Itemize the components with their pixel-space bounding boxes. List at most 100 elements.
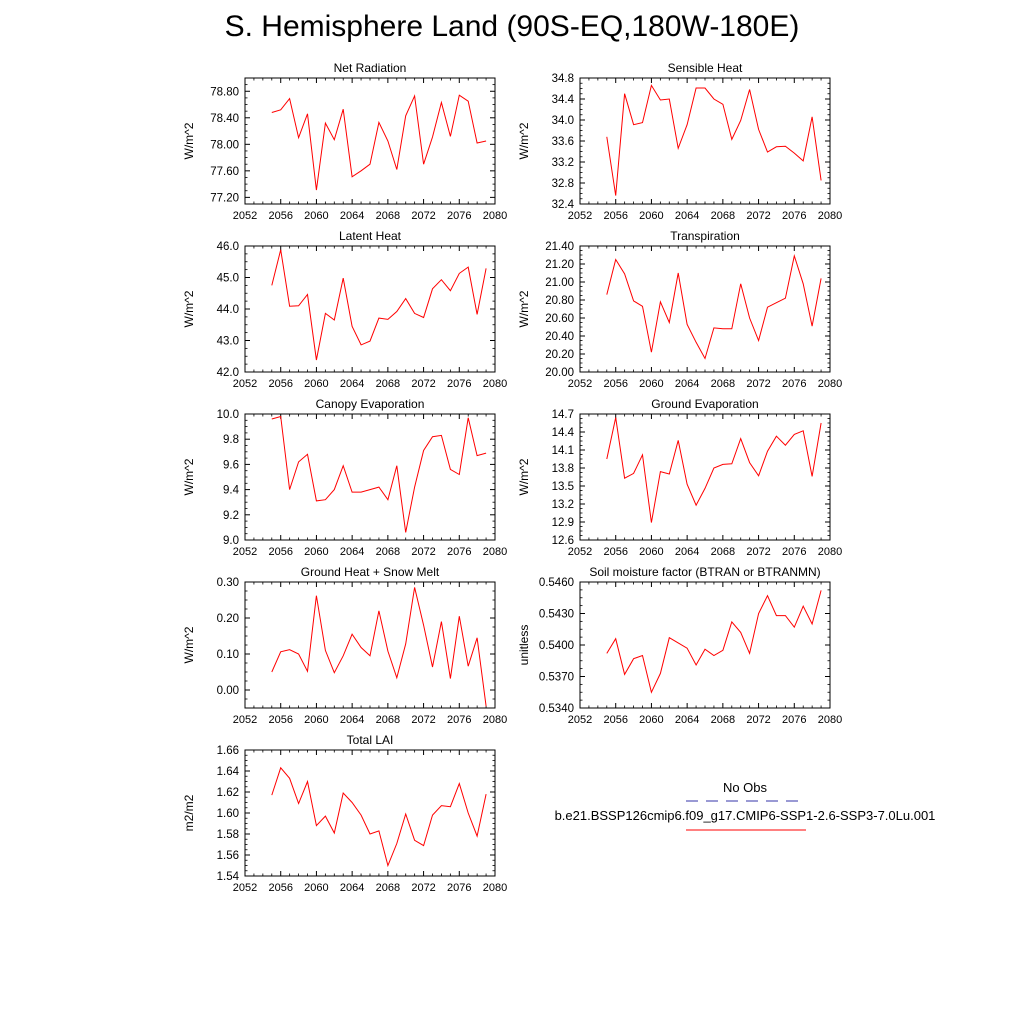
panel-ground-heat-snow-melt: Ground Heat + Snow Melt W/m^2 2052 2056 2060… [182, 565, 507, 726]
series-line [606, 417, 822, 523]
x-tick-label: 2056 [268, 882, 292, 894]
x-tick-label: 2064 [675, 546, 699, 558]
y-tick-label: 0.00 [217, 685, 239, 697]
x-tick-label: 2056 [603, 210, 627, 222]
x-tick-label: 2056 [603, 714, 627, 726]
y-tick-label: 42.0 [217, 367, 239, 379]
y-tick-label: 1.56 [217, 850, 239, 862]
x-tick-label: 2064 [675, 714, 699, 726]
plot-frame [244, 581, 496, 709]
legend: No Obs b.e21.BSSP126cmip6.f09_g17.CMIP6-… [555, 780, 936, 831]
y-tick-label: 21.40 [545, 241, 574, 253]
x-tick-label: 2076 [447, 210, 471, 222]
y-axis-label: unitless [517, 625, 531, 666]
series-line [271, 94, 487, 191]
y-tick-label: 34.4 [552, 94, 575, 106]
x-tick-label: 2072 [411, 546, 435, 558]
x-tick-label: 2064 [675, 378, 699, 390]
panel-title: Total LAI [347, 733, 394, 747]
y-tick-label: 44.0 [217, 304, 239, 316]
x-tick-label: 2072 [746, 210, 770, 222]
x-tick-label: 2068 [711, 210, 735, 222]
x-tick-label: 2060 [304, 546, 328, 558]
x-tick-label: 2068 [711, 546, 735, 558]
plot-frame [244, 245, 496, 373]
panel-canopy-evaporation: Canopy Evaporation W/m^2 2052 2056 2060 2064 2… [182, 397, 507, 558]
series-line [606, 84, 822, 196]
x-tick-label: 2076 [782, 714, 806, 726]
y-axis-label: W/m^2 [182, 290, 196, 327]
panel-title: Transpiration [670, 229, 740, 243]
y-tick-label: 0.20 [217, 613, 239, 625]
x-tick-label: 2056 [268, 546, 292, 558]
series-line [606, 253, 822, 360]
series-line [271, 415, 487, 533]
y-tick-label: 9.2 [223, 510, 239, 522]
y-tick-label: 12.6 [552, 535, 574, 547]
x-tick-label: 2068 [376, 546, 400, 558]
x-tick-label: 2064 [340, 882, 364, 894]
y-tick-label: 1.66 [217, 745, 239, 757]
y-tick-label: 21.00 [545, 277, 574, 289]
y-tick-label: 32.8 [552, 178, 574, 190]
panels: Net Radiation W/m^2 2052 2056 2060 2064 2068 20… [182, 61, 842, 894]
plot-frame [579, 77, 831, 205]
y-tick-label: 0.5400 [539, 640, 574, 652]
x-tick-label: 2072 [746, 378, 770, 390]
y-tick-label: 0.5340 [539, 703, 574, 715]
x-tick-label: 2076 [782, 546, 806, 558]
y-tick-label: 13.2 [552, 499, 574, 511]
x-tick-label: 2052 [568, 378, 592, 390]
y-tick-label: 13.8 [552, 463, 574, 475]
x-tick-label: 2080 [483, 714, 507, 726]
legend-case-label: b.e21.BSSP126cmip6.f09_g17.CMIP6-SSP1-2.… [555, 808, 936, 823]
panel-transpiration: Transpiration W/m^2 2052 2056 2060 2064 2068 20… [517, 229, 842, 390]
x-tick-label: 2076 [782, 210, 806, 222]
panel-title: Canopy Evaporation [316, 397, 425, 411]
panel-title: Sensible Heat [668, 61, 743, 75]
x-tick-label: 2052 [568, 714, 592, 726]
x-tick-label: 2052 [568, 546, 592, 558]
x-tick-label: 2056 [603, 378, 627, 390]
y-tick-label: 1.60 [217, 808, 239, 820]
y-tick-label: 14.1 [552, 445, 574, 457]
y-tick-label: 9.0 [223, 535, 239, 547]
x-tick-label: 2060 [304, 378, 328, 390]
x-tick-label: 2068 [376, 210, 400, 222]
series-line [271, 766, 487, 868]
x-tick-label: 2080 [818, 378, 842, 390]
x-tick-label: 2064 [340, 378, 364, 390]
x-tick-label: 2080 [818, 546, 842, 558]
y-tick-label: 78.40 [210, 113, 239, 125]
panel-title: Ground Heat + Snow Melt [301, 565, 440, 579]
x-tick-label: 2076 [447, 882, 471, 894]
y-tick-label: 13.5 [552, 481, 574, 493]
y-tick-label: 1.54 [217, 871, 240, 883]
x-tick-label: 2064 [340, 714, 364, 726]
y-tick-label: 78.00 [210, 139, 239, 151]
y-tick-label: 0.30 [217, 577, 239, 589]
x-tick-label: 2076 [447, 546, 471, 558]
y-tick-label: 0.5370 [539, 672, 574, 684]
panel-soil-moisture-factor-btran-or-btranmn: Soil moisture factor (BTRAN or BTRANMN) u… [517, 565, 842, 726]
x-tick-label: 2060 [639, 378, 663, 390]
y-axis-label: m2/m2 [182, 794, 196, 831]
y-tick-label: 14.4 [552, 427, 575, 439]
x-tick-label: 2056 [268, 378, 292, 390]
x-tick-label: 2052 [233, 210, 257, 222]
x-tick-label: 2064 [340, 210, 364, 222]
x-tick-label: 2068 [376, 714, 400, 726]
y-tick-label: 78.80 [210, 86, 239, 98]
panel-latent-heat: Latent Heat W/m^2 2052 2056 2060 2064 2068 2072… [182, 229, 507, 390]
x-tick-label: 2060 [304, 210, 328, 222]
panel-title: Soil moisture factor (BTRAN or BTRANMN) [589, 565, 820, 579]
y-tick-label: 1.62 [217, 787, 239, 799]
y-tick-label: 20.00 [545, 367, 574, 379]
x-tick-label: 2080 [818, 714, 842, 726]
x-tick-label: 2052 [233, 714, 257, 726]
x-tick-label: 2064 [340, 546, 364, 558]
x-tick-label: 2052 [233, 546, 257, 558]
x-tick-label: 2060 [304, 882, 328, 894]
y-tick-label: 77.20 [210, 192, 239, 204]
